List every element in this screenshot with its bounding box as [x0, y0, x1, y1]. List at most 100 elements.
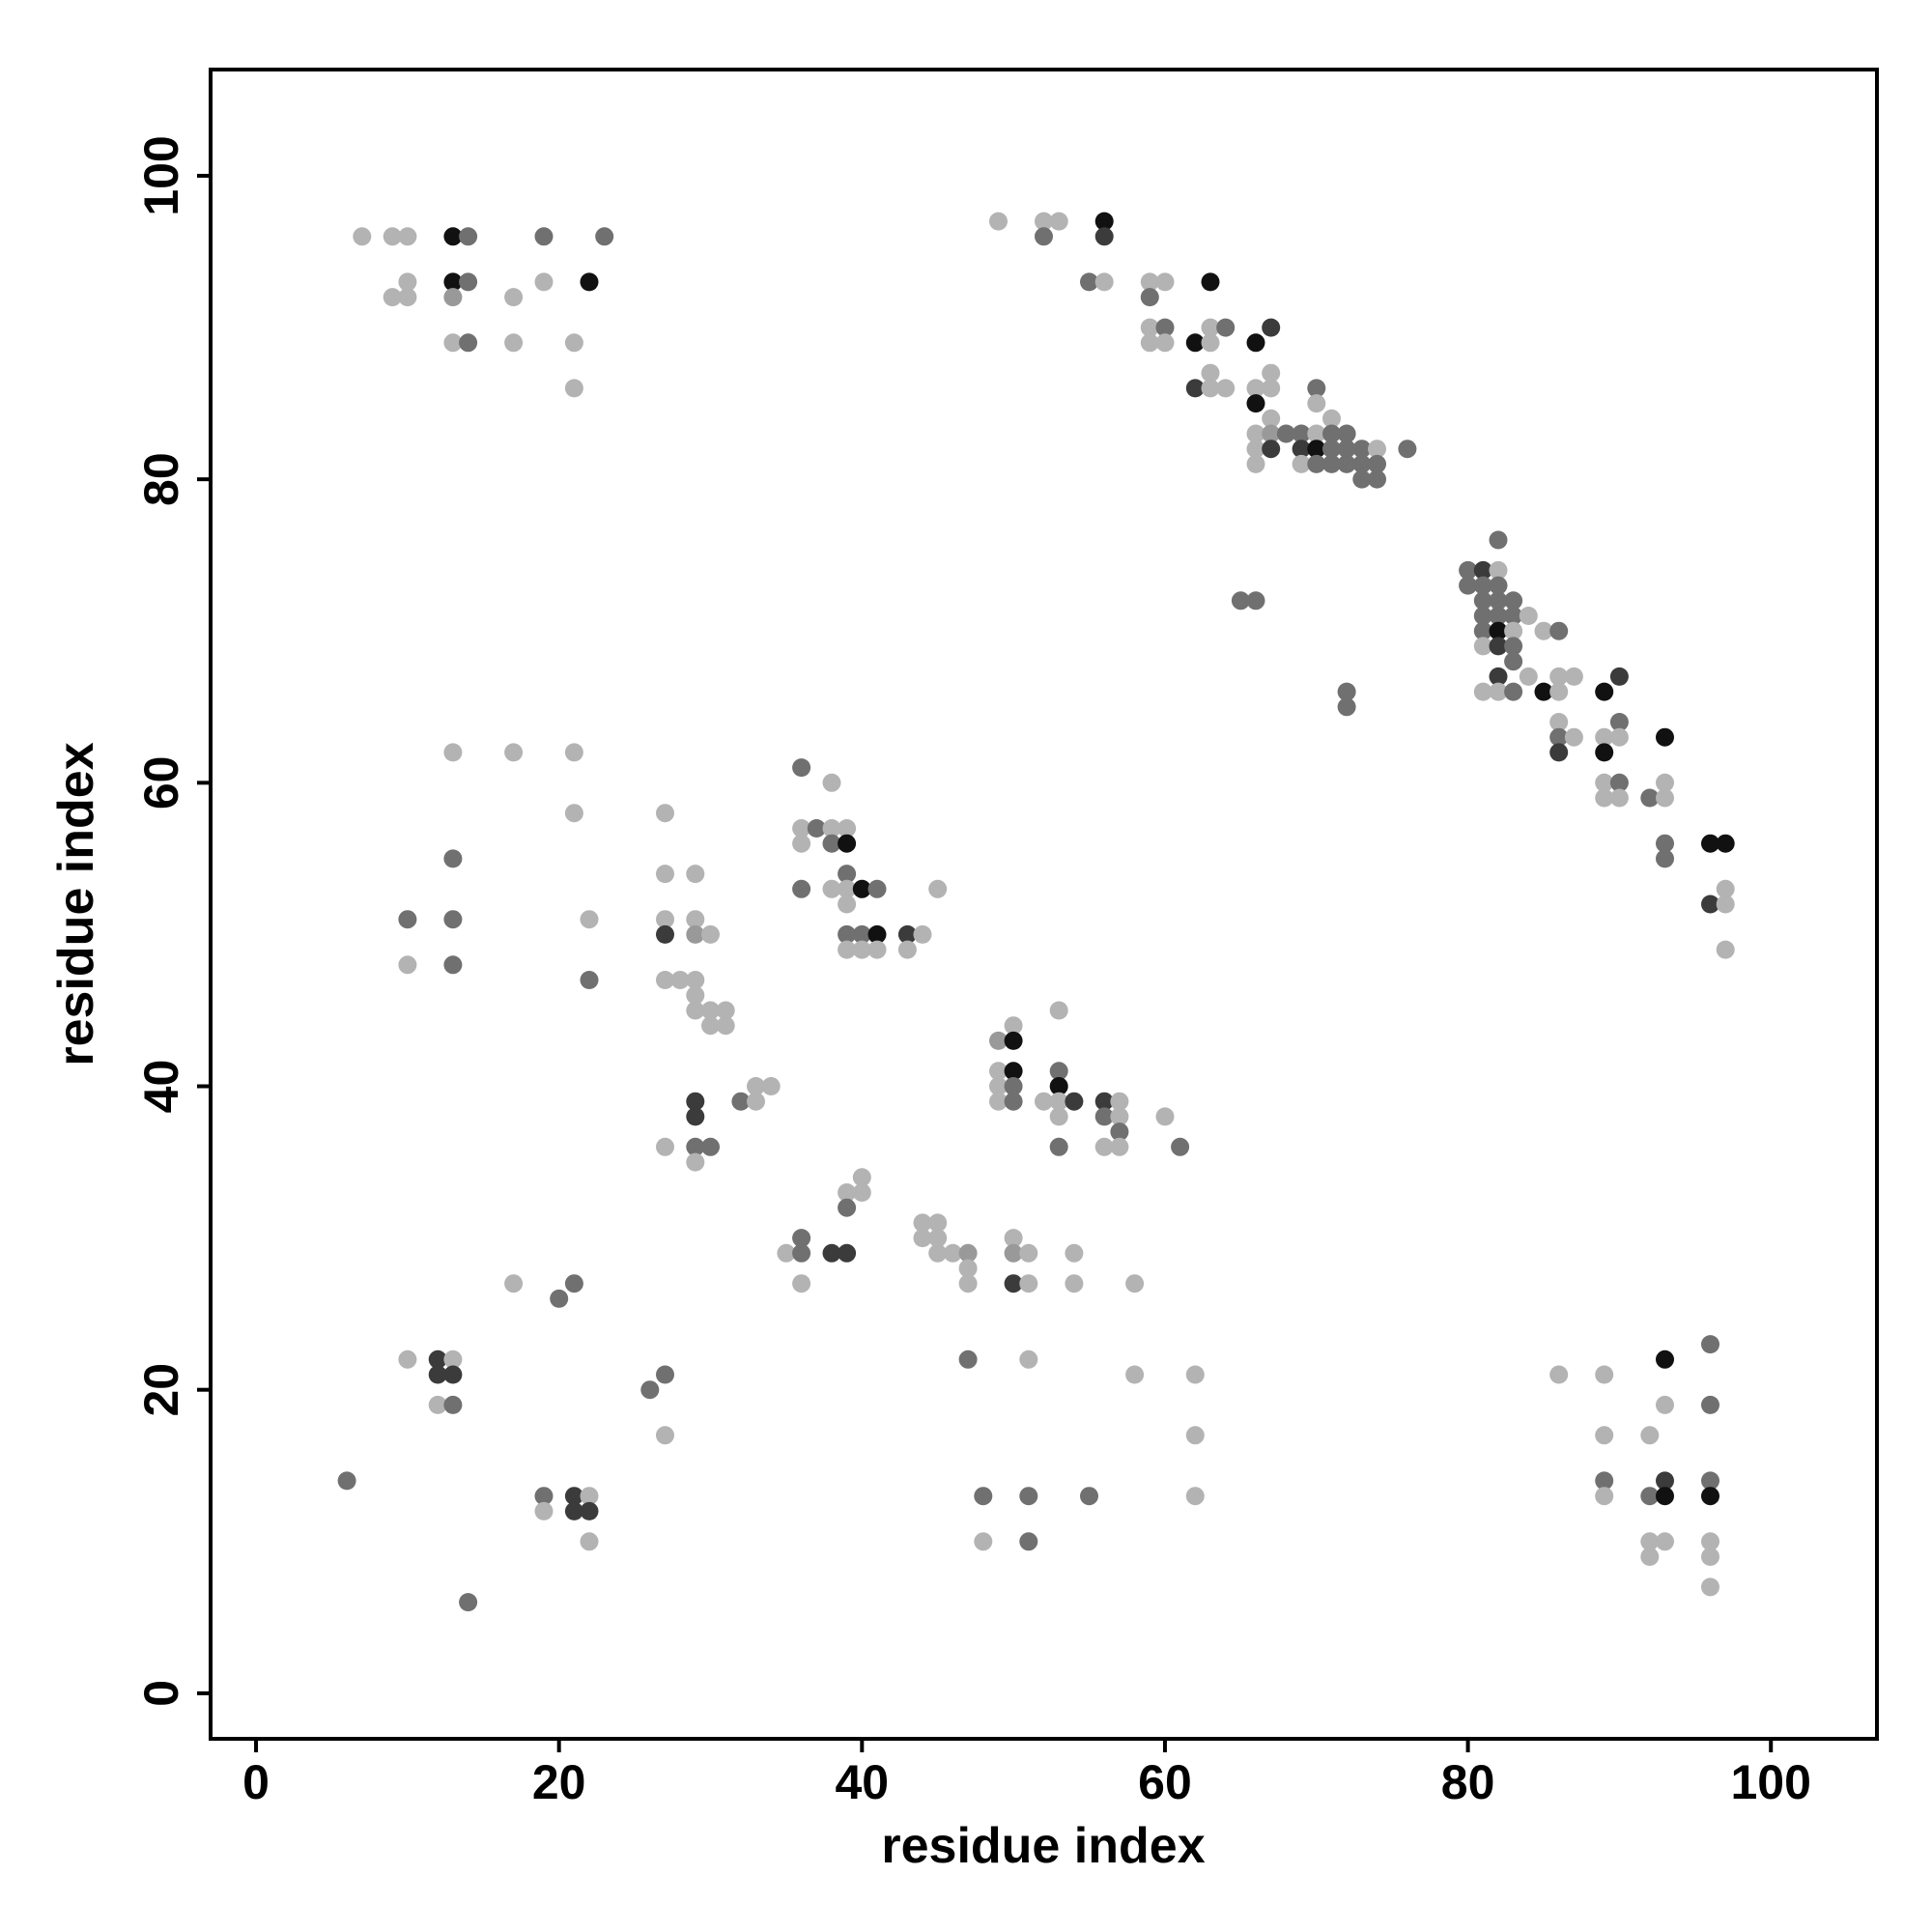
- data-point: [443, 955, 463, 975]
- data-point: [1656, 1350, 1674, 1369]
- data-point: [1549, 667, 1569, 686]
- y-tick-label: 20: [134, 1363, 188, 1417]
- data-point: [1019, 1487, 1038, 1506]
- data-point: [1322, 440, 1341, 459]
- data-point: [1595, 1365, 1614, 1384]
- data-point: [1110, 1122, 1129, 1142]
- data-point: [761, 1077, 781, 1095]
- data-point: [792, 1243, 811, 1263]
- data-point: [1231, 591, 1250, 611]
- data-point: [1701, 1335, 1719, 1354]
- data-point: [1110, 1137, 1129, 1156]
- data-point: [443, 849, 463, 868]
- data-point: [1489, 560, 1508, 580]
- data-point: [686, 1001, 705, 1020]
- data-point: [897, 924, 917, 944]
- y-axis-title: residue index: [48, 742, 104, 1065]
- data-point: [1595, 1471, 1614, 1491]
- data-point: [656, 804, 674, 823]
- data-point: [640, 1380, 660, 1400]
- plot-frame: [209, 68, 1879, 1741]
- data-point: [1473, 621, 1492, 640]
- data-point: [1656, 1471, 1674, 1491]
- data-point: [1489, 682, 1508, 701]
- data-point: [1337, 682, 1356, 701]
- data-point: [1292, 454, 1311, 473]
- data-point: [1262, 363, 1281, 383]
- data-point: [1080, 272, 1098, 292]
- data-point: [1246, 379, 1265, 398]
- data-point: [656, 1365, 674, 1384]
- data-point: [398, 227, 417, 246]
- data-point: [928, 879, 948, 898]
- data-point: [1701, 834, 1719, 853]
- data-point: [1155, 272, 1175, 292]
- data-point: [1307, 440, 1326, 459]
- data-point: [1716, 834, 1735, 853]
- data-point: [398, 272, 417, 292]
- data-point: [913, 1229, 932, 1248]
- data-point: [852, 940, 871, 959]
- data-point: [459, 272, 478, 292]
- data-point: [1473, 607, 1492, 625]
- data-point: [1246, 440, 1265, 459]
- data-point: [1004, 1077, 1023, 1095]
- data-point: [1049, 1062, 1068, 1081]
- data-point: [1489, 667, 1508, 686]
- data-point: [353, 227, 372, 246]
- data-point: [1185, 1487, 1205, 1506]
- data-point: [1504, 682, 1523, 701]
- data-point: [564, 333, 583, 353]
- data-point: [1201, 272, 1220, 292]
- data-point: [1534, 621, 1553, 640]
- data-point: [1519, 607, 1538, 625]
- data-point: [1155, 1107, 1175, 1126]
- y-tick-label: 60: [134, 756, 188, 810]
- data-point: [1337, 697, 1356, 717]
- data-point: [670, 971, 690, 989]
- data-point: [1595, 773, 1614, 792]
- data-point: [443, 288, 463, 307]
- data-point: [867, 924, 887, 944]
- data-point: [1368, 454, 1386, 473]
- data-point: [747, 1077, 765, 1095]
- data-point: [1185, 1365, 1205, 1384]
- data-point: [1489, 576, 1508, 595]
- x-tick-label: 80: [1441, 1755, 1495, 1809]
- data-point: [852, 924, 871, 944]
- data-point: [1640, 1548, 1660, 1566]
- data-point: [443, 1365, 463, 1384]
- data-point: [1489, 591, 1508, 611]
- data-point: [1564, 727, 1583, 747]
- data-point: [716, 1001, 735, 1020]
- data-point: [1125, 1274, 1145, 1293]
- data-point: [564, 1501, 583, 1520]
- data-point: [1322, 409, 1341, 428]
- data-point: [1049, 1107, 1068, 1126]
- data-point: [656, 971, 674, 989]
- data-point: [383, 227, 402, 246]
- y-axis: 0 20 40 60 80 100: [134, 135, 211, 1707]
- data-point: [1110, 1107, 1129, 1126]
- data-point: [443, 910, 463, 929]
- data-point: [867, 940, 887, 959]
- data-point: [504, 743, 524, 762]
- data-point: [534, 227, 554, 246]
- data-point: [822, 773, 841, 792]
- data-point: [1337, 454, 1356, 473]
- data-point: [838, 879, 857, 898]
- data-point: [1640, 1426, 1660, 1445]
- data-point: [867, 879, 887, 898]
- data-point: [580, 1532, 599, 1551]
- data-point: [1549, 713, 1569, 731]
- data-point: [656, 1137, 674, 1156]
- data-point: [398, 955, 417, 975]
- data-point: [656, 910, 674, 929]
- data-point: [822, 1243, 841, 1263]
- data-point: [1549, 1365, 1569, 1384]
- data-point: [1473, 560, 1492, 580]
- data-point: [1094, 272, 1114, 292]
- data-point: [1473, 591, 1492, 611]
- data-point: [1307, 424, 1326, 443]
